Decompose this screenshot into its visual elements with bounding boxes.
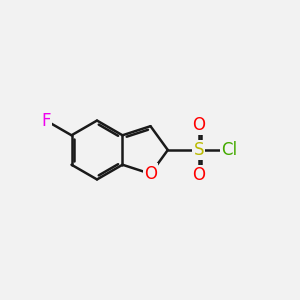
Text: F: F bbox=[41, 112, 51, 130]
Text: O: O bbox=[144, 165, 157, 183]
Text: O: O bbox=[192, 166, 205, 184]
Text: Cl: Cl bbox=[222, 141, 238, 159]
Text: S: S bbox=[194, 141, 204, 159]
Text: O: O bbox=[192, 116, 205, 134]
